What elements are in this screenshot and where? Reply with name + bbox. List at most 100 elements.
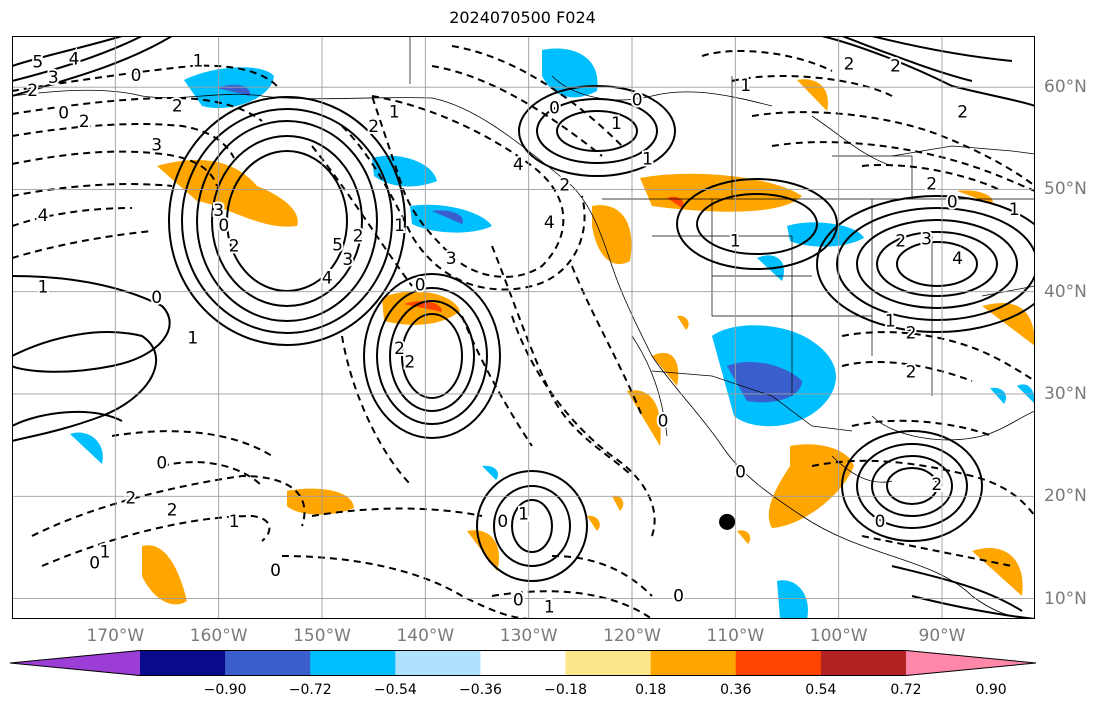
colorbar-tick-labels: −0.90 −0.72 −0.54 −0.36 −0.18 0.18 0.36 0.54 0.7… [0,682,1105,704]
contour-label: 0 [673,586,684,606]
colorbar-segment [820,650,907,676]
contour-label: 0 [947,193,958,213]
contour-label: 4 [322,268,333,288]
contour-label: 0 [151,288,162,308]
contour-label: 0 [218,216,229,236]
colorbar-tick-label: 0.72 [890,682,922,698]
latitude-label: 60°N [1044,77,1087,98]
contour-label: 3 [213,201,224,221]
contour-label: 0 [658,412,669,432]
colorbar-tick-label: 0.36 [720,682,752,698]
colorbar-tick-label: 0.54 [805,682,837,698]
contour-label: 1 [611,114,622,134]
longitude-label: 100°W [809,626,868,646]
contour-label: 1 [187,329,198,349]
contour-label: 0 [156,454,167,474]
contour-label: 4 [513,155,524,175]
contour-label: 5 [32,53,43,73]
dashed-contours [12,45,1035,619]
latitude-label: 50°N [1044,179,1087,200]
contour-label: 2 [172,97,183,117]
contour-label: 2 [895,232,906,252]
contour-label: 0 [875,512,886,532]
longitude-label: 140°W [396,626,455,646]
colorbar-segment [140,650,226,676]
contour-label: 4 [38,206,49,226]
contour-label: 0 [270,561,281,581]
contour-label: 2 [229,237,240,257]
gridlines [12,36,1035,619]
longitude-label: 90°W [918,626,966,646]
colorbar-extend-high [906,650,1036,676]
contour-label: 4 [69,50,80,70]
contour-label: 1 [394,216,405,236]
contour-label: 2 [844,55,855,75]
contour-label: 1 [100,542,111,562]
longitude-label: 120°W [603,626,661,646]
contour-label: 2 [394,339,405,359]
longitude-label: 150°W [293,626,351,646]
colorbar-tick-label: −0.36 [458,682,502,698]
longitude-label: 130°W [499,626,558,646]
contour-label: 3 [342,250,353,270]
contour-label: 2 [27,81,38,101]
colorbar-segment [395,650,481,676]
contour-label: 3 [921,230,932,250]
contour-label: 1 [740,76,751,96]
contour-label: 2 [926,174,937,194]
contour-label: 2 [931,475,942,495]
latitude-label: 20°N [1044,486,1087,507]
latitude-labels: 10°N 20°N 30°N 40°N 50°N 60°N [1040,0,1105,640]
colorbar-segment [225,650,311,676]
contour-label: 1 [544,598,555,618]
contour-label: 0 [549,99,560,119]
longitude-label: 170°W [86,626,145,646]
contour-label: 1 [642,150,653,170]
contour-label: 4 [952,249,963,269]
colorbar-tick-label: 0.90 [975,682,1007,698]
contour-label: 1 [1009,200,1020,220]
colorbar-segment [650,650,737,676]
colorbar-segment [310,650,396,676]
contour-label: 2 [368,117,379,137]
contour-label: 0 [497,512,508,532]
contour-label: 1 [229,512,240,532]
contour-label: 0 [131,66,142,86]
contour-label: 0 [58,104,69,124]
storm-marker [719,513,736,530]
colorbar-tick-label: −0.72 [288,682,332,698]
contour-label: 3 [48,68,59,88]
contour-label: 0 [632,90,643,110]
contour-label: 1 [518,505,529,525]
contour-label: 2 [559,175,570,195]
contour-label: 2 [957,103,968,123]
contour-label: 3 [446,249,457,269]
contour-label: 2 [79,112,90,132]
longitude-labels: 170°W 160°W 150°W 140°W 130°W 120°W 110°W 100°W… [0,626,1105,648]
latitude-label: 40°N [1044,281,1087,302]
contour-label: 5 [332,236,343,256]
contour-label: 2 [906,362,917,382]
colorbar-segment [565,650,652,676]
political-borders [409,36,1035,432]
contour-label: 0 [415,276,426,296]
colorbar-tick-label: 0.18 [635,682,667,698]
colorbar-tick-label: −0.54 [373,682,417,698]
contour-label: 2 [906,324,917,344]
contour-label: 1 [730,232,741,252]
contour-label: 0 [735,463,746,483]
contour-label: 0 [89,554,100,574]
contour-label: 3 [151,135,162,155]
map-title: 2024070500 F024 [449,8,596,27]
colorbar-segment [480,650,567,676]
contour-label: 1 [389,103,400,123]
colorbar [10,650,1036,676]
colorbar-segment [735,650,822,676]
latitude-label: 30°N [1044,383,1087,404]
contour-label: 1 [885,311,896,331]
latitude-label: 10°N [1044,588,1087,609]
longitude-label: 110°W [706,626,765,646]
contour-label: 2 [167,501,178,521]
